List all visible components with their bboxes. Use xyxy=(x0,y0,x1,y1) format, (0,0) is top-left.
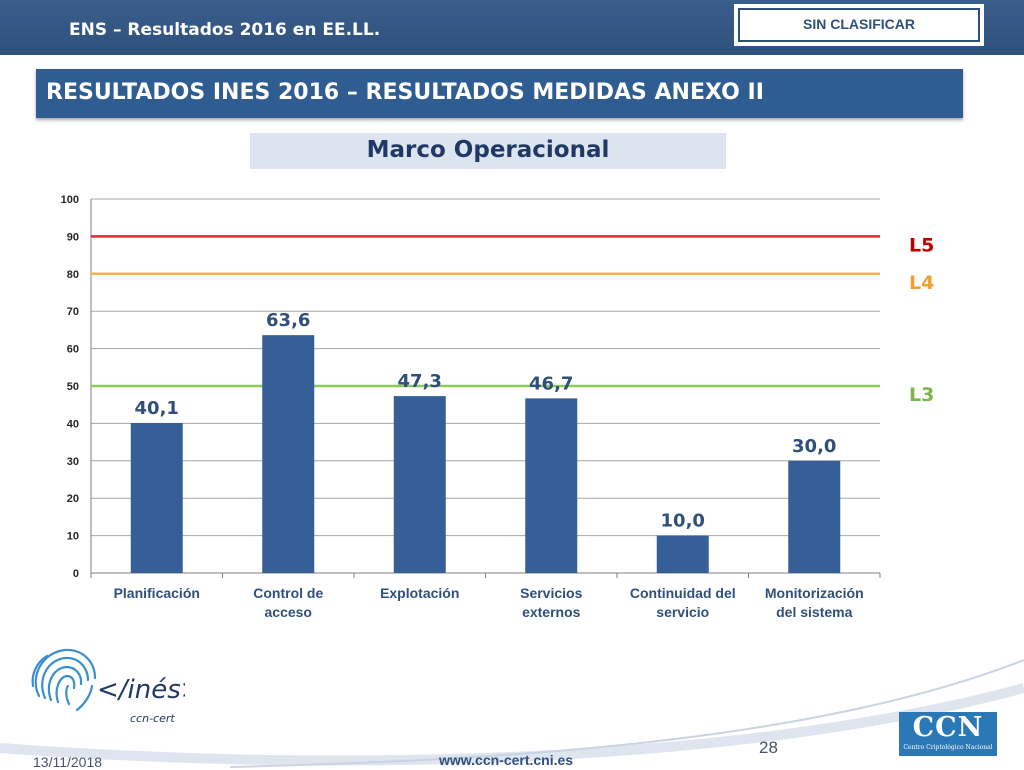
bar xyxy=(262,335,315,573)
bar xyxy=(525,398,578,573)
bar-chart: 0 10 20 30 40 50 60 70 80 90 100 L5 L4 L3 40,1 Planifi… xyxy=(61,194,935,620)
x-tick-label: del sistema xyxy=(776,604,852,620)
y-tick-label: 40 xyxy=(67,418,79,430)
x-tick-label: Servicios xyxy=(520,585,582,601)
classification-box: SIN CLASIFICAR xyxy=(734,4,984,46)
data-label: 30,0 xyxy=(792,436,836,457)
chart-title-box: Marco Operacional xyxy=(250,133,726,169)
bar xyxy=(393,396,446,573)
data-label: 63,6 xyxy=(266,310,310,331)
x-tick-label: servicio xyxy=(656,604,709,620)
ccn-logo-subtitle: Centro Criptológico Nacional xyxy=(903,744,993,751)
ccn-logo: CCN Centro Criptológico Nacional xyxy=(899,712,997,756)
data-label: 40,1 xyxy=(135,398,179,419)
y-tick-label: 30 xyxy=(67,456,79,468)
bar xyxy=(130,423,183,573)
bar xyxy=(656,535,709,573)
footer-url: www.ccn-cert.cni.es xyxy=(439,752,574,768)
chart-title: Marco Operacional xyxy=(366,137,610,163)
y-tick-label: 60 xyxy=(67,344,79,356)
page-number: 28 xyxy=(759,738,778,757)
x-tick-label: externos xyxy=(522,604,581,620)
x-tick-label: Monitorización xyxy=(765,585,864,601)
svg-text:ccn-cert: ccn-cert xyxy=(130,712,175,725)
y-tick-label: 70 xyxy=(67,306,79,318)
y-tick-label: 20 xyxy=(67,493,79,505)
data-label: 47,3 xyxy=(398,371,442,392)
x-tick-label: Planificación xyxy=(114,585,200,601)
threshold-label-l3: L3 xyxy=(909,384,934,406)
classification-label: SIN CLASIFICAR xyxy=(803,16,915,32)
section-title-bar: RESULTADOS INES 2016 – RESULTADOS MEDIDA… xyxy=(36,69,963,118)
footer-date: 13/11/2018 xyxy=(33,754,103,770)
threshold-label-l5: L5 xyxy=(909,234,934,256)
y-tick-label: 80 xyxy=(67,269,79,281)
data-label: 10,0 xyxy=(661,511,705,532)
x-tick-label: Control de xyxy=(253,585,323,601)
y-tick-label: 90 xyxy=(67,231,79,243)
slide-header: ENS – Resultados 2016 en EE.LL. SIN CLAS… xyxy=(0,0,1024,55)
y-tick-label: 100 xyxy=(61,194,79,206)
ines-logo: </inés> ccn-cert xyxy=(31,648,185,725)
x-tick-label: acceso xyxy=(265,604,312,620)
slide-header-title: ENS – Resultados 2016 en EE.LL. xyxy=(69,20,381,40)
section-title: RESULTADOS INES 2016 – RESULTADOS MEDIDA… xyxy=(46,80,764,105)
bar xyxy=(788,460,841,573)
x-tick-label: Explotación xyxy=(380,585,459,601)
y-tick-label: 10 xyxy=(67,531,79,543)
data-label: 46,7 xyxy=(529,373,573,394)
threshold-label-l4: L4 xyxy=(909,272,934,294)
ines-logo-wordmark: </inés> ccn-cert xyxy=(97,675,185,725)
svg-text:</inés>: </inés> xyxy=(97,675,185,705)
x-tick-label: Continuidad del xyxy=(630,585,736,601)
y-tick-label: 50 xyxy=(67,381,79,393)
y-tick-label: 0 xyxy=(73,568,79,580)
ccn-logo-letters: CCN xyxy=(912,712,984,743)
